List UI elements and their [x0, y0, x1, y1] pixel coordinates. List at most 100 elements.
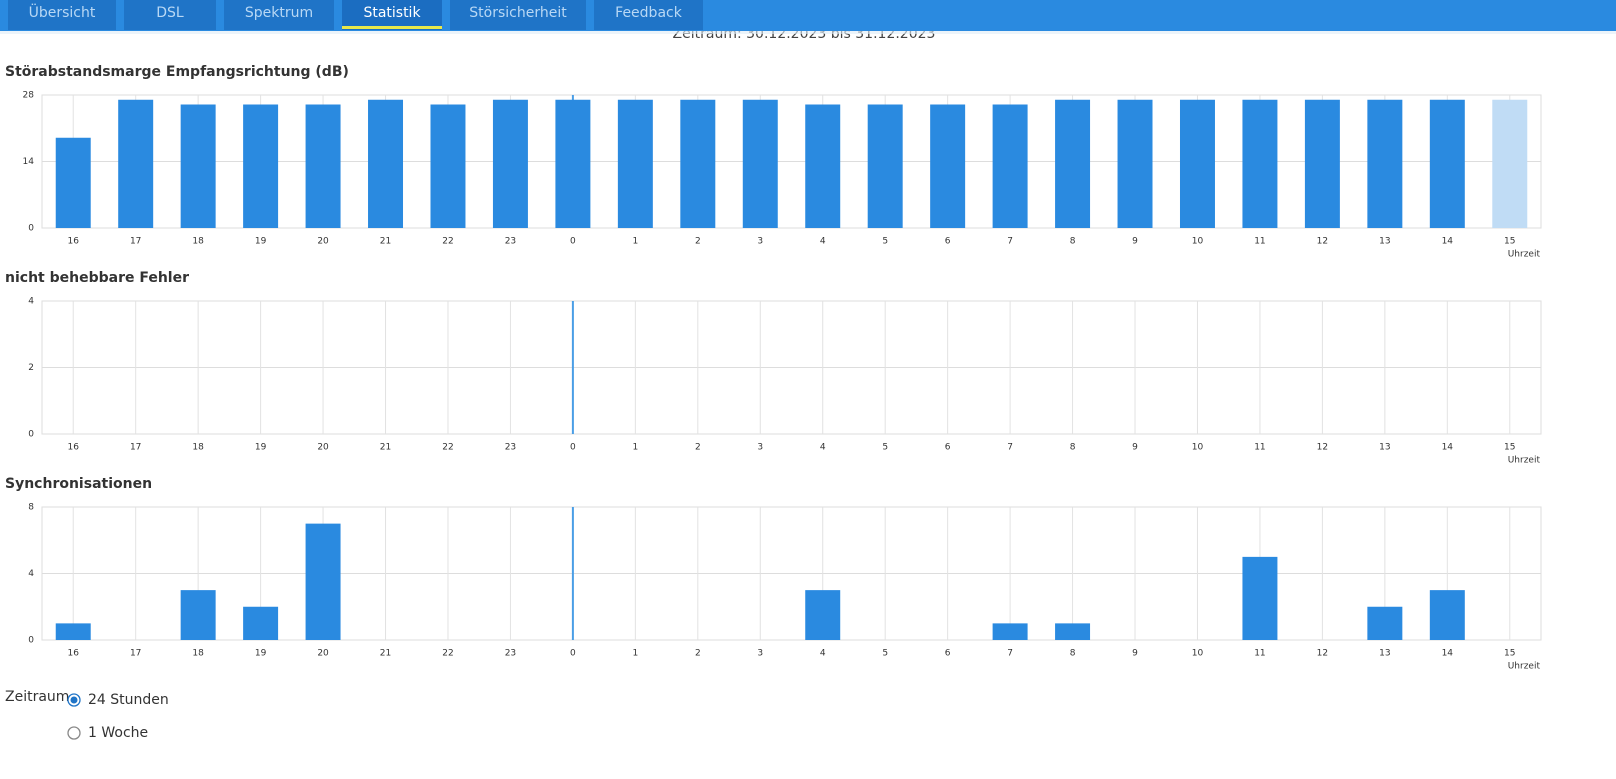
chart-title: Synchronisationen — [5, 476, 152, 492]
x-tick-label: 8 — [1070, 237, 1076, 247]
bar — [492, 99, 528, 228]
x-tick-label: 17 — [130, 443, 141, 453]
bar — [992, 104, 1028, 228]
x-tick-label: 1 — [632, 443, 638, 453]
tab-background[interactable] — [450, 0, 586, 30]
bar — [1304, 99, 1340, 228]
x-tick-label: 12 — [1317, 443, 1328, 453]
bar — [305, 523, 341, 640]
x-tick-label: 14 — [1442, 443, 1454, 453]
x-tick-label: 18 — [192, 237, 204, 247]
tab-background[interactable] — [8, 0, 116, 30]
tab-label[interactable]: Statistik — [363, 5, 421, 21]
bar — [180, 590, 216, 640]
bar — [180, 104, 216, 228]
y-tick-label: 0 — [28, 636, 34, 646]
radio-label[interactable]: 24 Stunden — [88, 692, 169, 708]
x-tick-label: 3 — [757, 649, 763, 659]
y-tick-label: 2 — [28, 363, 34, 373]
tab-label[interactable]: Feedback — [615, 5, 683, 21]
x-tick-label: 23 — [505, 237, 516, 247]
bar — [805, 590, 841, 640]
x-tick-label: 14 — [1442, 237, 1454, 247]
tab-label[interactable]: Spektrum — [245, 5, 313, 21]
x-tick-label: 18 — [192, 443, 204, 453]
x-tick-label: 0 — [570, 443, 576, 453]
x-tick-label: 1 — [632, 237, 638, 247]
x-tick-label: 17 — [130, 237, 141, 247]
x-tick-label: 23 — [505, 443, 516, 453]
bar — [430, 104, 466, 228]
x-tick-label: 21 — [380, 237, 391, 247]
bar — [243, 104, 279, 228]
x-tick-label: 0 — [570, 649, 576, 659]
tab-background[interactable] — [342, 0, 442, 30]
bar — [55, 137, 91, 228]
x-tick-label: 4 — [820, 649, 826, 659]
x-tick-label: 6 — [945, 237, 951, 247]
x-tick-label: 8 — [1070, 649, 1076, 659]
bar — [1055, 99, 1091, 228]
x-tick-label: 10 — [1192, 649, 1204, 659]
x-tick-label: 15 — [1504, 443, 1515, 453]
x-tick-label: 20 — [317, 443, 329, 453]
x-tick-label: 7 — [1007, 237, 1013, 247]
radio-dot[interactable] — [70, 696, 78, 704]
x-tick-label: 22 — [442, 443, 453, 453]
bar — [867, 104, 903, 228]
tab-background[interactable] — [594, 0, 703, 30]
x-tick-label: 6 — [945, 443, 951, 453]
tab-label[interactable]: Übersicht — [29, 3, 96, 21]
x-tick-label: 2 — [695, 237, 701, 247]
x-tick-label: 10 — [1192, 237, 1204, 247]
x-tick-label: 16 — [68, 443, 80, 453]
tab-background[interactable] — [124, 0, 216, 30]
x-tick-label: 7 — [1007, 649, 1013, 659]
bar — [1367, 606, 1403, 640]
y-tick-label: 0 — [28, 430, 34, 440]
x-tick-label: 5 — [882, 237, 888, 247]
x-tick-label: 15 — [1504, 649, 1515, 659]
bar — [930, 104, 966, 228]
x-tick-label: 13 — [1379, 237, 1390, 247]
x-axis-label: Uhrzeit — [1508, 456, 1541, 466]
x-tick-label: 19 — [255, 649, 267, 659]
x-tick-label: 3 — [757, 443, 763, 453]
bar — [305, 104, 341, 228]
tab-background[interactable] — [224, 0, 334, 30]
bar — [805, 104, 841, 228]
x-tick-label: 7 — [1007, 443, 1013, 453]
x-tick-label: 16 — [68, 237, 80, 247]
x-tick-label: 19 — [255, 237, 267, 247]
radio-button[interactable] — [67, 726, 81, 740]
bar — [1367, 99, 1403, 228]
chart-title: nicht behebbare Fehler — [5, 270, 189, 286]
bar — [1179, 99, 1215, 228]
bar — [617, 99, 653, 228]
y-tick-label: 14 — [23, 157, 35, 167]
radio-label[interactable]: 1 Woche — [88, 725, 148, 741]
tab-label[interactable]: Störsicherheit — [469, 5, 567, 21]
x-tick-label: 9 — [1132, 237, 1138, 247]
y-tick-label: 28 — [23, 91, 35, 101]
tab-label[interactable]: DSL — [156, 5, 184, 21]
x-tick-label: 2 — [695, 443, 701, 453]
bar — [118, 99, 154, 228]
bar — [1117, 99, 1153, 228]
x-tick-label: 18 — [192, 649, 204, 659]
bar — [680, 99, 716, 228]
x-tick-label: 11 — [1254, 443, 1265, 453]
x-tick-label: 13 — [1379, 443, 1390, 453]
chart-title: Störabstandsmarge Empfangsrichtung (dB) — [5, 64, 349, 80]
x-tick-label: 19 — [255, 443, 267, 453]
bar — [55, 623, 91, 640]
bar — [555, 99, 591, 228]
x-axis-label: Uhrzeit — [1508, 662, 1541, 672]
nav-shadow — [0, 31, 1616, 34]
x-tick-label: 16 — [68, 649, 80, 659]
x-tick-label: 11 — [1254, 649, 1265, 659]
x-tick-label: 11 — [1254, 237, 1265, 247]
x-tick-label: 22 — [442, 237, 453, 247]
